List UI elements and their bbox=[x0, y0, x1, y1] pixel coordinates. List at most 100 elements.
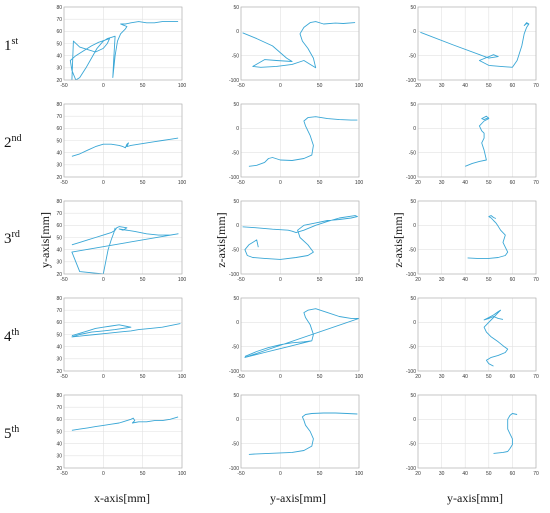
y-tick-label: 30 bbox=[56, 163, 62, 169]
plot-area bbox=[418, 395, 536, 468]
x-tick-label: 100 bbox=[178, 83, 187, 89]
x-tick-label: 30 bbox=[439, 471, 445, 477]
x-tick-label: 20 bbox=[415, 180, 421, 186]
plot-frame bbox=[63, 297, 183, 372]
x-tick-label: 70 bbox=[533, 83, 539, 89]
x-axis-label-col2: y-axis[mm] bbox=[270, 491, 326, 505]
y-tick-label: 70 bbox=[56, 211, 62, 217]
x-tick-label: 70 bbox=[533, 374, 539, 380]
y-tick-label: 80 bbox=[56, 5, 62, 11]
plot-frame bbox=[417, 6, 537, 81]
y-tick-label: 30 bbox=[56, 454, 62, 460]
y-tick-label: 50 bbox=[410, 296, 416, 302]
x-tick-label: -50 bbox=[60, 471, 67, 477]
plot-frame bbox=[63, 394, 183, 469]
y-tick-label: 80 bbox=[56, 296, 62, 302]
y-tick-label: -50 bbox=[409, 344, 416, 350]
y-axis-label-col2: z-axis[mm] bbox=[214, 212, 228, 267]
row-label-1: 1st bbox=[4, 36, 18, 54]
x-tick-label: 30 bbox=[439, 83, 445, 89]
y-tick-label: -50 bbox=[232, 344, 239, 350]
x-tick-label: 50 bbox=[486, 277, 492, 283]
x-tick-label: 70 bbox=[533, 277, 539, 283]
x-tick-label: 50 bbox=[486, 374, 492, 380]
trajectory-series-0 bbox=[244, 308, 359, 358]
y-tick-label: -100 bbox=[406, 272, 416, 278]
y-tick-label: 40 bbox=[56, 150, 62, 156]
trajectory-series-0 bbox=[242, 21, 356, 69]
x-tick-label: 0 bbox=[102, 83, 105, 89]
x-tick-label: -50 bbox=[60, 180, 67, 186]
x-tick-label: 40 bbox=[462, 83, 468, 89]
y-tick-label: 40 bbox=[56, 344, 62, 350]
y-tick-label: 50 bbox=[56, 41, 62, 47]
panel-r4-c1: -50 0 50 100 20 30 40 50 60 70 80 bbox=[56, 296, 186, 380]
y-tick-label: 40 bbox=[56, 441, 62, 447]
x-tick-label: 60 bbox=[510, 471, 516, 477]
plot-area bbox=[241, 298, 359, 371]
x-tick-label: 100 bbox=[355, 471, 364, 477]
y-tick-label: 70 bbox=[56, 308, 62, 314]
y-tick-label: 30 bbox=[56, 66, 62, 72]
y-tick-label: 70 bbox=[56, 17, 62, 23]
y-tick-label: 30 bbox=[56, 260, 62, 266]
x-tick-label: 0 bbox=[279, 471, 282, 477]
trajectory-series-0 bbox=[71, 226, 179, 274]
x-tick-label: 20 bbox=[415, 277, 421, 283]
x-tick-label: 0 bbox=[279, 277, 282, 283]
x-tick-label: 50 bbox=[140, 180, 146, 186]
y-tick-label: 60 bbox=[56, 417, 62, 423]
y-tick-label: 50 bbox=[56, 138, 62, 144]
row-label-3: 3rd bbox=[4, 229, 20, 247]
x-tick-label: 0 bbox=[102, 277, 105, 283]
trajectory-series-0 bbox=[465, 115, 490, 167]
panel-r5-c3: 20 30 40 50 60 70 -100 -50 0 50 bbox=[406, 393, 539, 477]
y-tick-label: -50 bbox=[232, 150, 239, 156]
y-tick-label: 80 bbox=[56, 393, 62, 399]
x-tick-label: 40 bbox=[462, 277, 468, 283]
y-tick-label: 50 bbox=[233, 102, 239, 108]
x-tick-label: 30 bbox=[439, 277, 445, 283]
y-tick-label: 50 bbox=[410, 393, 416, 399]
y-tick-label: 0 bbox=[236, 417, 239, 423]
x-axis-label-col3: y-axis[mm] bbox=[447, 491, 503, 505]
y-tick-label: 70 bbox=[56, 114, 62, 120]
plot-frame bbox=[240, 6, 360, 81]
x-tick-label: 20 bbox=[415, 374, 421, 380]
x-tick-label: 50 bbox=[486, 471, 492, 477]
x-tick-label: 100 bbox=[178, 277, 187, 283]
x-tick-label: -50 bbox=[237, 374, 244, 380]
y-tick-label: 60 bbox=[56, 126, 62, 132]
plot-frame bbox=[417, 297, 537, 372]
y-tick-label: 20 bbox=[56, 466, 62, 472]
panel-r3-c3: 20 30 40 50 60 70 -100 -50 0 50 bbox=[406, 199, 539, 283]
y-tick-label: 50 bbox=[410, 102, 416, 108]
y-tick-label: -50 bbox=[409, 53, 416, 59]
plot-area bbox=[241, 104, 359, 177]
y-tick-label: -100 bbox=[229, 369, 239, 375]
y-tick-label: 70 bbox=[56, 405, 62, 411]
plot-frame bbox=[63, 6, 183, 81]
x-tick-label: 50 bbox=[140, 83, 146, 89]
x-tick-label: 100 bbox=[178, 374, 187, 380]
x-tick-label: 50 bbox=[140, 471, 146, 477]
x-tick-label: 50 bbox=[486, 83, 492, 89]
y-tick-label: 50 bbox=[410, 199, 416, 205]
y-tick-label: -100 bbox=[229, 466, 239, 472]
plot-area bbox=[241, 395, 359, 468]
y-tick-label: -50 bbox=[409, 150, 416, 156]
x-tick-label: 100 bbox=[178, 471, 187, 477]
panel-r1-c1: -50 0 50 100 20 30 40 50 60 70 80 bbox=[56, 5, 186, 89]
plot-area bbox=[418, 201, 536, 274]
y-tick-label: -100 bbox=[229, 78, 239, 84]
y-tick-label: -50 bbox=[232, 441, 239, 447]
y-tick-label: -50 bbox=[232, 53, 239, 59]
trajectory-series-0 bbox=[69, 21, 179, 80]
trajectory-series-0 bbox=[248, 412, 358, 455]
y-tick-label: 20 bbox=[56, 175, 62, 181]
y-tick-label: 50 bbox=[233, 393, 239, 399]
